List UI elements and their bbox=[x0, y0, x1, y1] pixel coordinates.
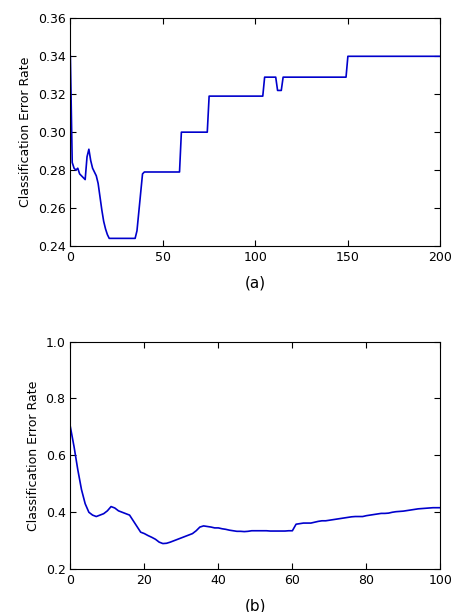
Y-axis label: Classification Error Rate: Classification Error Rate bbox=[19, 57, 32, 207]
Text: (b): (b) bbox=[245, 599, 266, 612]
Y-axis label: Classification Error Rate: Classification Error Rate bbox=[27, 380, 40, 531]
Text: (a): (a) bbox=[245, 275, 266, 291]
